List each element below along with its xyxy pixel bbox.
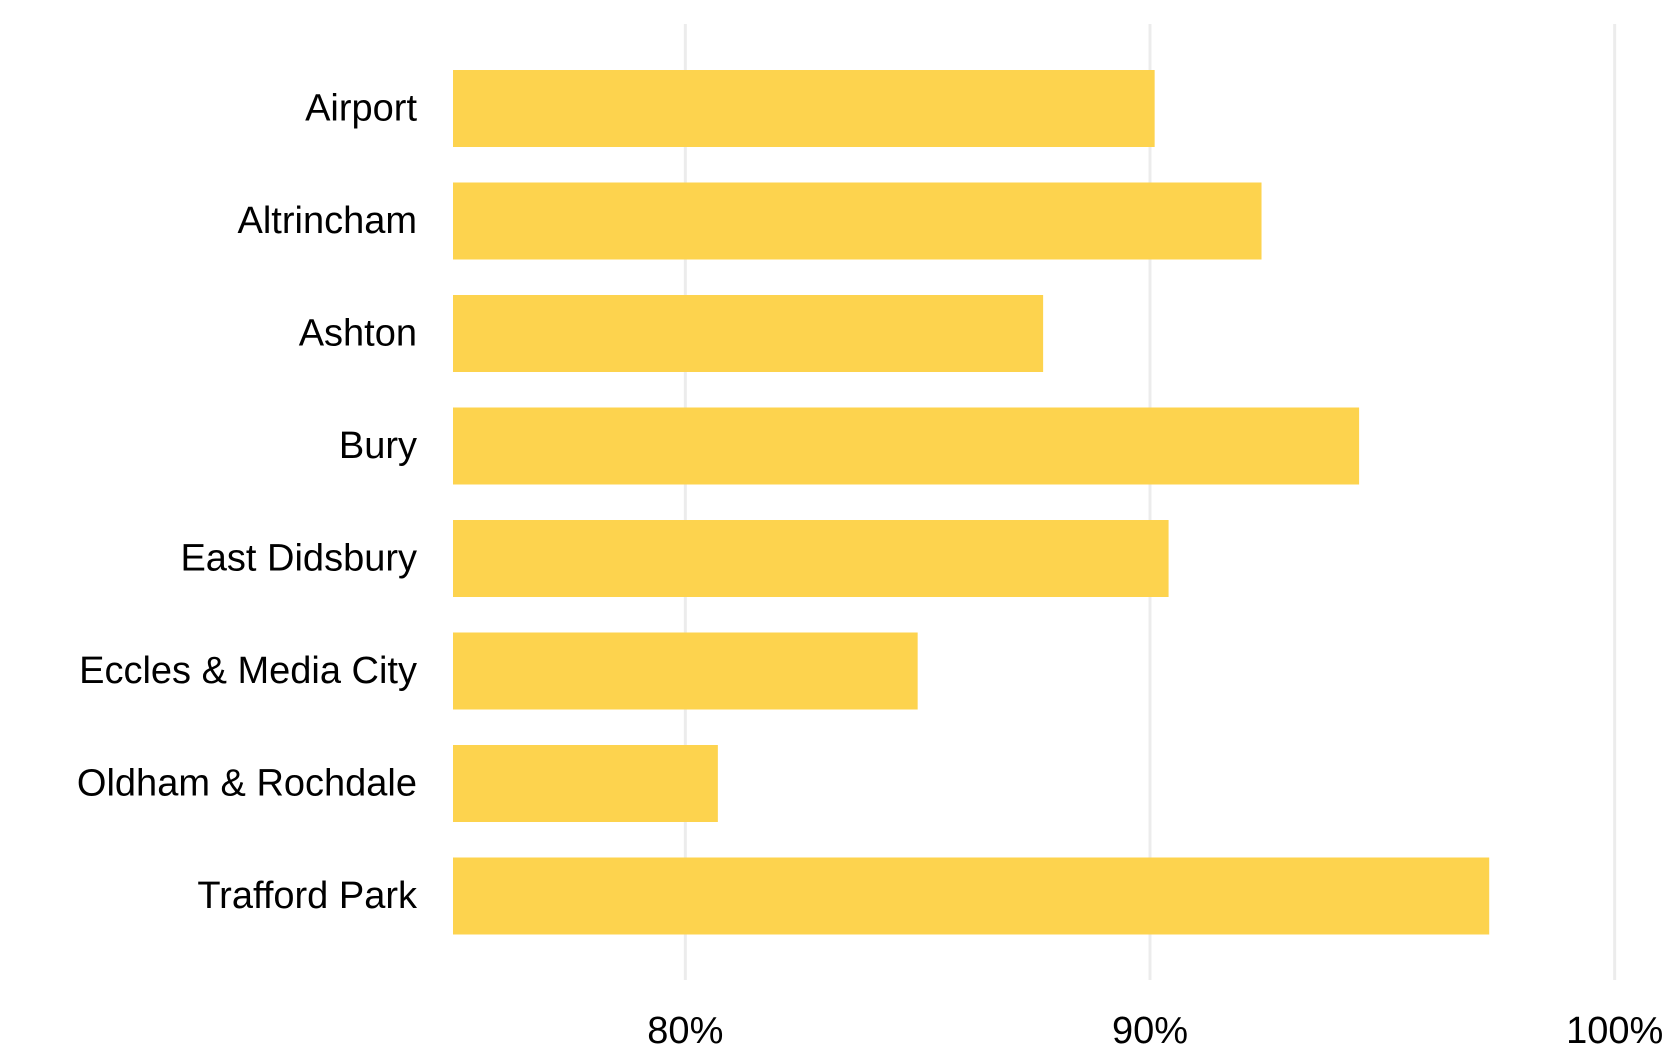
x-tick-label-80: 80% xyxy=(647,1010,723,1052)
bar-altrincham xyxy=(453,182,1262,260)
bar-east-didsbury xyxy=(453,520,1169,597)
bar-oldham-and-rochdale xyxy=(453,745,718,822)
bar-ashton xyxy=(453,295,1044,372)
bar-eccles-and-media-city xyxy=(453,632,918,710)
x-tick-label-90: 90% xyxy=(1112,1010,1188,1052)
bar-airport xyxy=(453,70,1155,147)
category-label-bury: Bury xyxy=(339,425,417,467)
category-label-eccles-and-media-city: Eccles & Media City xyxy=(79,650,417,692)
category-labels: Airport Altrincham Ashton Bury East Didsbury… xyxy=(77,88,418,918)
gridlines xyxy=(683,24,1617,980)
bar-trafford-park xyxy=(453,857,1490,935)
bar-bury xyxy=(453,407,1360,485)
category-label-altrincham: Altrincham xyxy=(238,200,418,242)
x-axis-tick-labels: 80% 90% 100% xyxy=(647,1010,1663,1052)
category-label-oldham-and-rochdale: Oldham & Rochdale xyxy=(77,763,417,805)
category-label-ashton: Ashton xyxy=(299,313,417,355)
category-label-trafford-park: Trafford Park xyxy=(197,875,418,917)
category-label-airport: Airport xyxy=(305,88,417,130)
bars xyxy=(453,70,1490,935)
x-tick-label-100: 100% xyxy=(1566,1010,1663,1052)
category-label-east-didsbury: East Didsbury xyxy=(180,538,417,580)
